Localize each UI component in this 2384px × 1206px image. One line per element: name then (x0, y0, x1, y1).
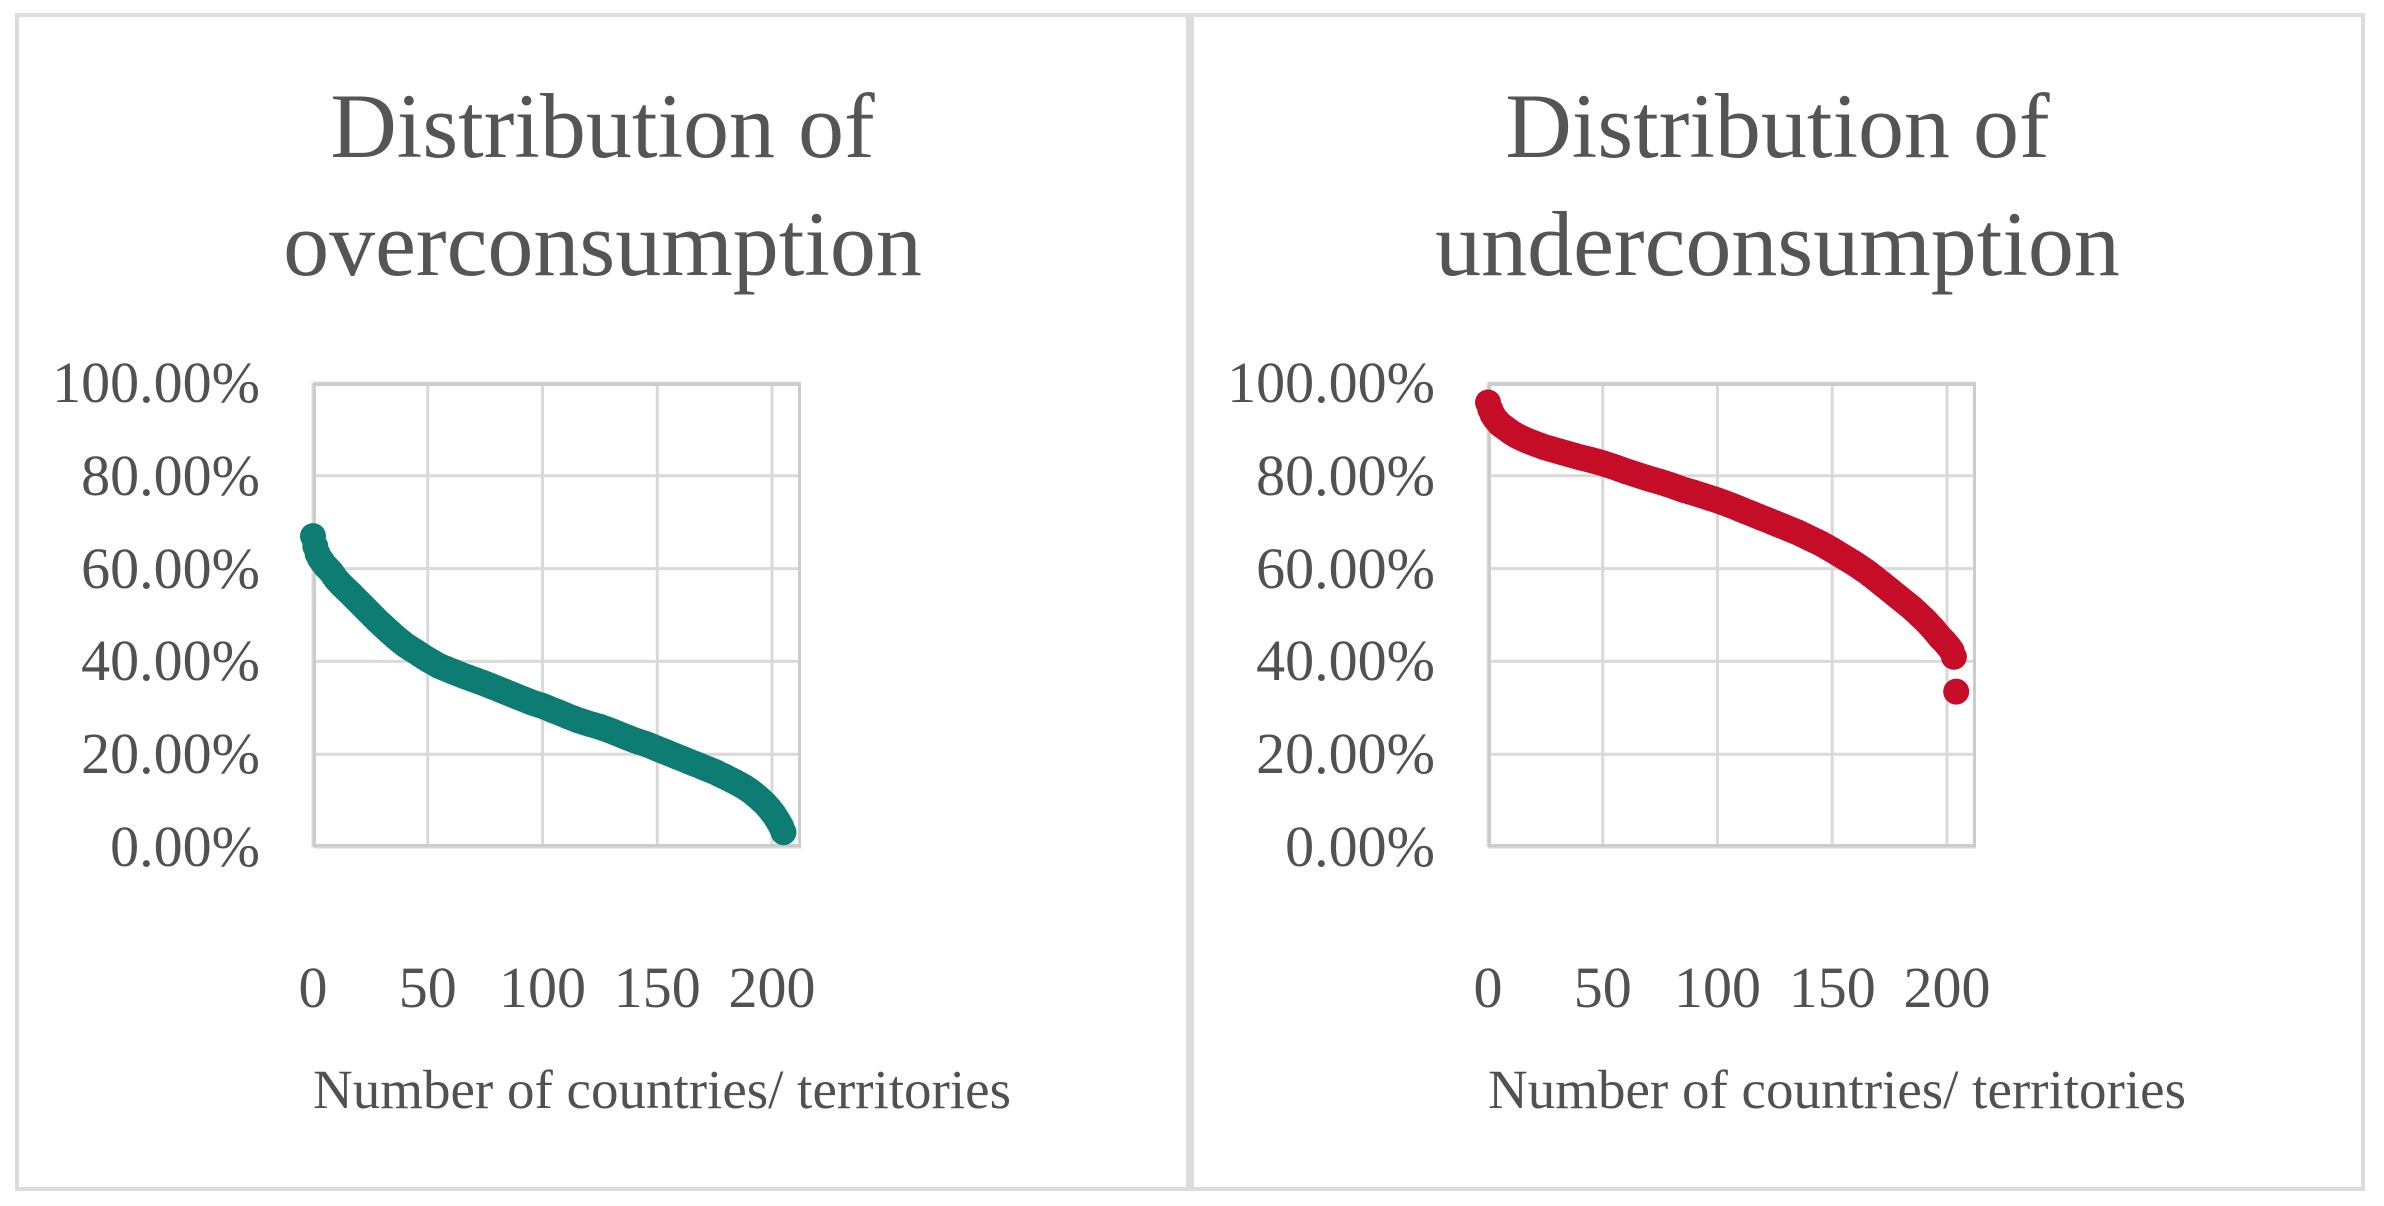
x-tick-label: 0 (298, 955, 328, 1020)
y-tick-label: 40.00% (81, 628, 260, 694)
y-tick-label: 100.00% (52, 350, 260, 415)
y-tick-label: 20.00% (1256, 721, 1435, 787)
x-tick-label: 0 (1473, 955, 1503, 1020)
y-tick-label: 20.00% (81, 721, 260, 787)
x-tick-label: 50 (398, 955, 457, 1020)
x-axis-title: Number of countries/ territories (1488, 1059, 2186, 1120)
x-tick-label: 200 (1903, 955, 1991, 1020)
plot-border (1488, 383, 1976, 847)
chart-title: Distribution of overconsumption (283, 75, 922, 295)
x-tick-label: 150 (1788, 955, 1876, 1020)
x-tick-label: 100 (499, 955, 586, 1020)
y-tick-label: 80.00% (81, 442, 260, 508)
plot-border (313, 383, 801, 847)
y-tick-label: 0.00% (1285, 814, 1435, 879)
scatter-plot-overconsumption (300, 381, 801, 849)
chart-overconsumption: Distribution of overconsumption 100.00% 8… (15, 13, 1190, 1191)
x-tick-label: 100 (1674, 955, 1761, 1020)
x-tick-label: 200 (728, 955, 816, 1020)
x-tick-label: 50 (1573, 955, 1632, 1020)
x-axis-title: Number of countries/ territories (313, 1059, 1011, 1120)
y-tick-label: 40.00% (1256, 628, 1435, 694)
scatter-plot-underconsumption (1475, 381, 1976, 849)
y-tick-label: 60.00% (81, 535, 260, 601)
x-tick-label: 150 (613, 955, 701, 1020)
chart-title: Distribution of underconsumption (1435, 75, 2120, 295)
y-tick-label: 60.00% (1256, 535, 1435, 601)
series-underconsumption (1475, 389, 1970, 705)
series-overconsumption (300, 523, 797, 846)
y-tick-label: 80.00% (1256, 442, 1435, 508)
chart-underconsumption: Distribution of underconsumption 100.00%… (1190, 13, 2365, 1191)
y-tick-label: 0.00% (110, 814, 260, 879)
y-tick-label: 100.00% (1227, 350, 1435, 415)
